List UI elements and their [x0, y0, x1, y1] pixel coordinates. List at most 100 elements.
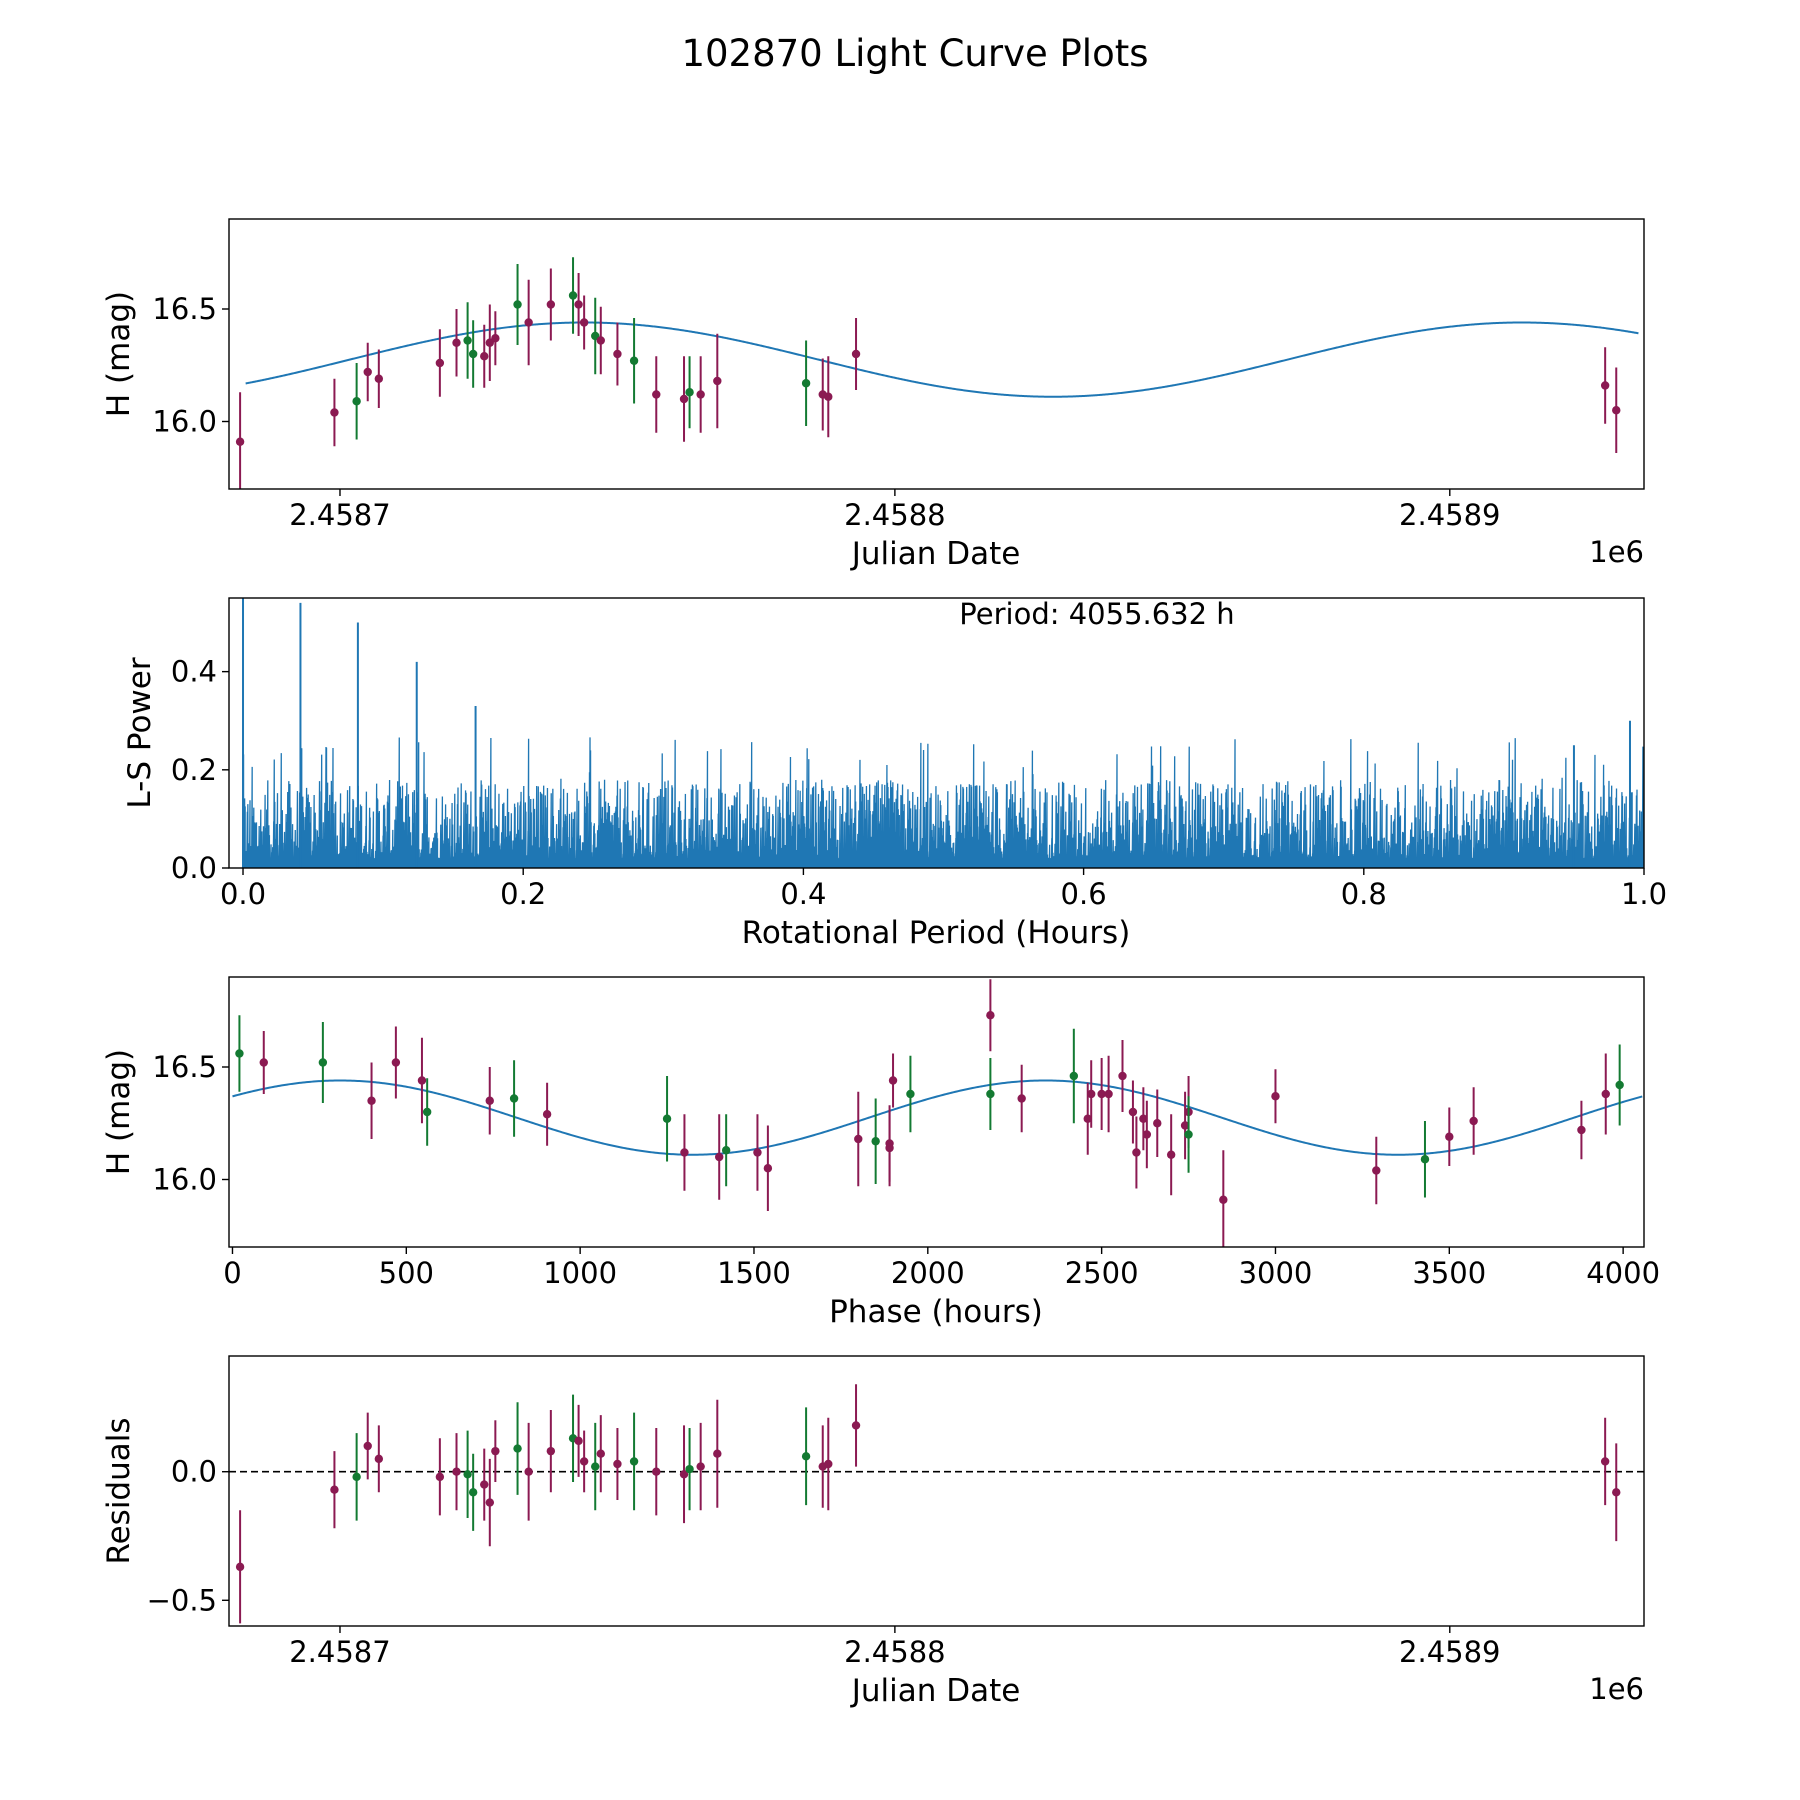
data-point — [1372, 1166, 1381, 1175]
data-point — [1679, 363, 1687, 371]
periodogram-ticks: 0.0 0.2 0.4 0.6 0.8 1.0 0.0 0.2 0.4 — [171, 655, 1667, 911]
phased-curve-xlabel: Phase (hours) — [829, 1294, 1043, 1330]
data-point — [629, 1457, 639, 1466]
data-point — [1745, 253, 1753, 261]
data-point — [524, 318, 533, 327]
data-point — [546, 300, 556, 309]
y-tick-label: 0.2 — [171, 753, 217, 787]
data-point — [721, 1146, 731, 1155]
periodogram-frame — [228, 597, 1645, 869]
data-point — [452, 338, 461, 347]
data-point — [1219, 1195, 1228, 1204]
x-tick-label: 0 — [223, 1256, 241, 1290]
x-tick-label: 1000 — [543, 1256, 617, 1290]
x-tick-label: 0.0 — [220, 877, 266, 911]
data-point — [1069, 1071, 1079, 1081]
data-point — [851, 349, 861, 359]
data-point — [1104, 1089, 1113, 1099]
data-point — [1271, 1092, 1280, 1101]
model-curve — [245, 321, 1639, 398]
data-point — [485, 338, 495, 347]
data-point — [1132, 1148, 1141, 1157]
panel-periodogram: 0.0 0.2 0.4 0.6 0.8 1.0 0.0 0.2 0.4 Rotational P… — [122, 597, 1667, 951]
x-tick-label: 0.6 — [1061, 877, 1107, 911]
data-point — [374, 374, 384, 383]
data-point — [422, 1107, 432, 1117]
power-spectrum — [242, 737, 1644, 868]
data-point — [801, 379, 811, 388]
periodogram-plot-area — [242, 598, 1644, 868]
data-point — [463, 336, 472, 345]
light-curve-plot-area — [235, 253, 1800, 489]
data-point — [1795, 314, 1800, 322]
data-point — [1469, 1116, 1478, 1126]
data-point — [824, 1459, 833, 1469]
data-point — [1615, 1080, 1624, 1090]
data-point — [513, 1444, 522, 1453]
data-point — [1673, 372, 1681, 380]
data-point — [509, 1094, 519, 1103]
panel-phased-curve: 0 500 1000 1500 2000 2500 3000 3500 4000 16.0 16.5… — [101, 976, 1660, 1330]
data-point — [1180, 1121, 1190, 1130]
data-point — [1612, 1488, 1621, 1497]
y-tick-label: −0.5 — [147, 1583, 217, 1617]
x-tick-label: 4000 — [1586, 1256, 1660, 1290]
residuals-xlabel: Julian Date — [850, 1673, 1021, 1709]
data-point — [468, 1488, 478, 1497]
data-point — [579, 318, 589, 327]
data-point — [480, 1480, 489, 1489]
x-tick-label: 2000 — [891, 1256, 965, 1290]
data-point — [1723, 1452, 1731, 1460]
periodogram-annotation: Period: 4055.632 h — [959, 597, 1234, 631]
x-tick-label: 2.4587 — [289, 498, 390, 532]
data-point — [1445, 1132, 1454, 1141]
data-point — [367, 1096, 376, 1105]
data-point — [662, 1114, 672, 1123]
data-point — [1128, 1107, 1138, 1117]
data-point — [652, 390, 661, 399]
data-point — [542, 1110, 552, 1119]
data-point — [463, 1470, 472, 1479]
data-point — [801, 1452, 811, 1461]
y-tick-label: 16.5 — [152, 1050, 217, 1084]
residuals-plot-area — [229, 1384, 1800, 1624]
data-point — [513, 300, 522, 309]
data-point — [596, 1449, 605, 1458]
data-point — [363, 1441, 372, 1451]
data-point — [1118, 1071, 1127, 1081]
data-point — [854, 1134, 863, 1144]
phased-curve-ticks: 0 500 1000 1500 2000 2500 3000 3500 4000 16.0 16.5 — [152, 1050, 1660, 1290]
data-point — [546, 1446, 556, 1456]
data-point — [1773, 1460, 1781, 1468]
data-point — [906, 1089, 915, 1099]
data-point — [480, 352, 489, 361]
data-point — [824, 392, 833, 401]
panel-residuals: 2.45872.45882.45892.45902.45912.45922.45… — [101, 1355, 1800, 1709]
data-point — [1745, 1385, 1753, 1393]
residuals-frame — [228, 1355, 1645, 1627]
data-point — [318, 1058, 328, 1067]
data-point — [851, 1421, 861, 1430]
phased-curve-frame — [228, 976, 1645, 1248]
data-point — [330, 1485, 339, 1494]
x-tick-label: 2.4587 — [289, 1635, 390, 1669]
data-point — [613, 349, 622, 359]
data-point — [352, 1472, 361, 1482]
x-tick-label: 0.2 — [500, 877, 546, 911]
data-point — [1751, 1475, 1759, 1483]
data-point — [888, 1076, 898, 1085]
data-point — [1795, 1452, 1800, 1460]
data-point — [885, 1143, 894, 1153]
data-point — [591, 331, 600, 341]
x-tick-label: 0.8 — [1341, 877, 1387, 911]
data-point — [1017, 1094, 1026, 1103]
data-point — [1762, 332, 1770, 340]
residuals-ylabel: Residuals — [101, 1417, 137, 1564]
data-point — [235, 1049, 244, 1058]
data-point — [1779, 1475, 1787, 1483]
y-tick-label: 16.5 — [152, 292, 217, 326]
panel-light-curve: 2.45872.45882.45892.45902.45912.45922.45… — [101, 218, 1800, 572]
data-point — [568, 291, 578, 300]
data-point — [435, 358, 445, 368]
